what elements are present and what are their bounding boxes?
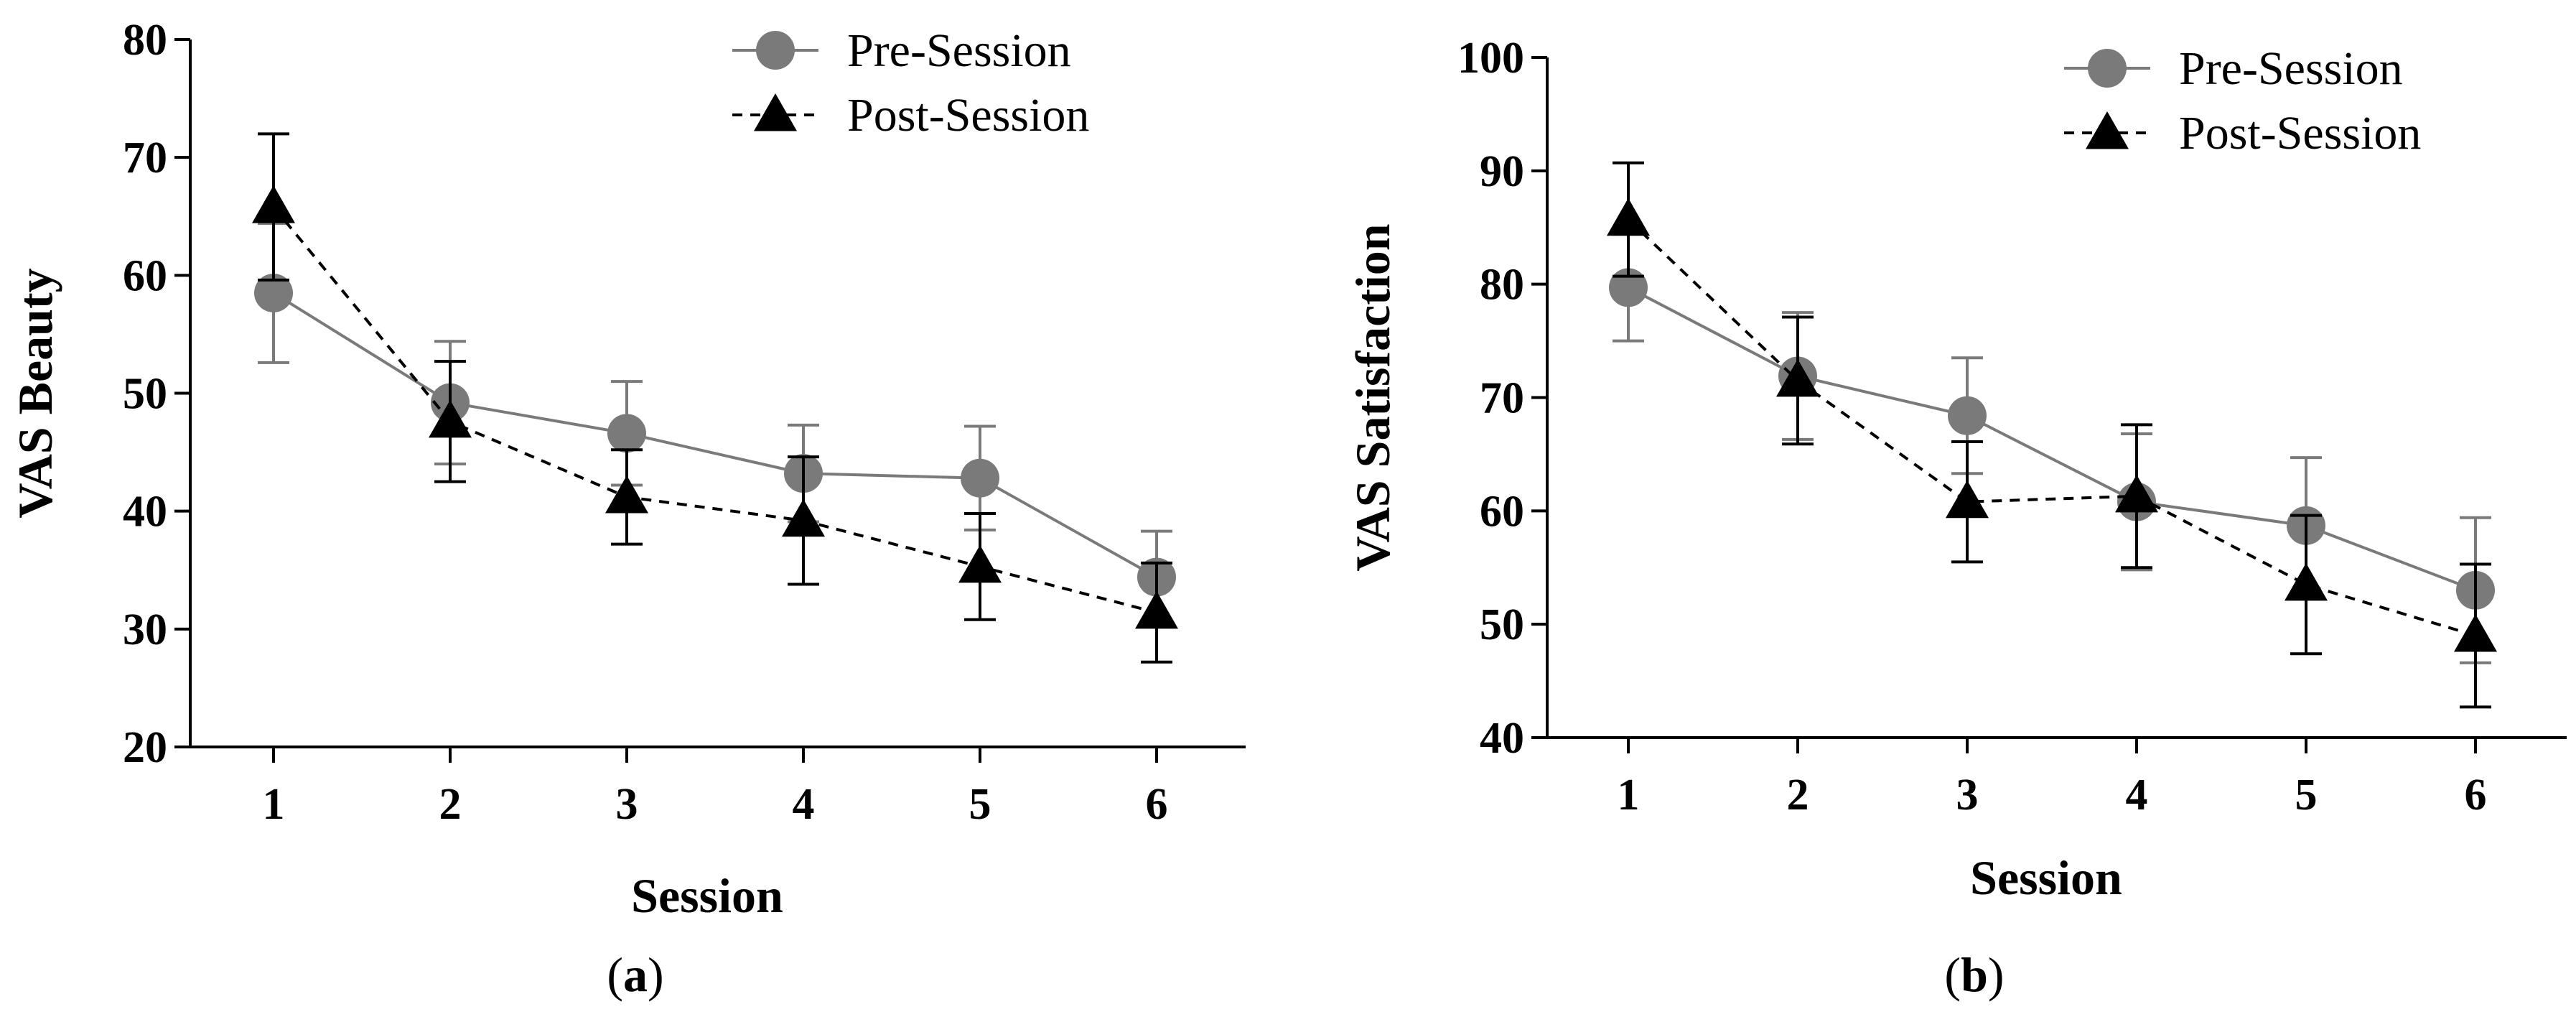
panel-label-letter: a	[623, 947, 648, 1002]
x-tick-label: 6	[2465, 771, 2487, 819]
legend-label-pre-session: Pre-Session	[847, 24, 1071, 77]
x-tick-label: 2	[1787, 771, 1809, 819]
y-axis-title: VAS Satisfaction	[1345, 223, 1400, 571]
data-point-triangle	[782, 498, 825, 537]
data-point-triangle	[2115, 474, 2158, 513]
data-point-circle	[607, 414, 646, 453]
x-tick-label: 6	[1146, 780, 1168, 829]
series-line	[272, 292, 1157, 579]
data-point-triangle	[2285, 562, 2328, 601]
y-tick-label: 70	[1480, 374, 1524, 423]
y-tick-label: 40	[123, 488, 167, 537]
legend-marker-post-session	[2086, 111, 2129, 149]
data-point-triangle	[605, 475, 648, 514]
y-tick-label: 40	[1480, 714, 1524, 763]
data-point-circle	[961, 458, 999, 498]
y-tick-label: 20	[123, 723, 167, 772]
data-point-triangle	[2454, 613, 2497, 652]
x-tick-label: 5	[2295, 771, 2318, 819]
panel-label-letter: b	[1961, 947, 1988, 1002]
legend-marker-post-session	[754, 93, 797, 131]
y-tick-label: 30	[123, 605, 167, 654]
series-line	[1628, 286, 2476, 592]
series-line	[272, 205, 1157, 614]
series-post-session	[252, 132, 1178, 664]
data-point-triangle	[429, 399, 472, 438]
x-tick-label: 4	[2126, 771, 2148, 819]
y-axis-title: VAS Beauty	[8, 268, 62, 518]
x-tick-label: 1	[1618, 771, 1640, 819]
y-tick-label: 50	[123, 370, 167, 419]
y-tick-label: 70	[123, 134, 167, 182]
panel-label: (a)	[607, 947, 663, 1002]
data-point-circle	[254, 273, 293, 312]
legend-label-pre-session: Pre-Session	[2179, 42, 2403, 95]
panel-label-open: (	[1944, 947, 1961, 1002]
panel-a-chart: 20 30 40 50 60 70 80 1 2 3 4 5 6 Session VAS Beauty Pre…	[8, 16, 1246, 1002]
legend-marker-pre-session	[756, 31, 795, 70]
y-tick-label: 90	[1480, 147, 1524, 196]
y-tick-label: 50	[1480, 600, 1524, 649]
panel-label-close: )	[1988, 947, 2005, 1002]
x-tick-label: 1	[263, 780, 285, 829]
series-pre-session	[254, 222, 1176, 625]
data-point-triangle	[1607, 198, 1650, 236]
data-point-triangle	[1776, 358, 1819, 397]
legend-label-post-session: Post-Session	[847, 89, 1089, 141]
y-tick-label: 60	[1480, 487, 1524, 536]
x-tick-label: 4	[793, 780, 815, 829]
x-tick-label: 3	[1956, 771, 1979, 819]
data-point-triangle	[958, 544, 1002, 583]
panel-label-open: (	[607, 947, 623, 1002]
data-point-triangle	[252, 185, 295, 223]
y-tick-label: 100	[1457, 34, 1524, 83]
x-axis-title: Session	[631, 868, 783, 923]
data-point-circle	[1609, 268, 1648, 307]
y-tick-label: 80	[123, 16, 167, 65]
series-line	[1627, 218, 2476, 637]
data-point-triangle	[1135, 590, 1178, 629]
series-post-session	[1607, 161, 2497, 709]
x-tick-label: 5	[969, 780, 991, 829]
panel-label: (b)	[1944, 947, 2004, 1002]
panel-b-chart: 40 50 60 70 80 90 100 1 2 3 4 5 6 Session VAS Satisfac…	[1345, 34, 2567, 1002]
series-pre-session	[1609, 233, 2495, 664]
y-tick-label: 60	[123, 251, 167, 300]
legend: Pre-Session Post-Session	[732, 24, 1089, 141]
data-point-triangle	[1946, 480, 1989, 519]
legend: Pre-Session Post-Session	[2064, 42, 2421, 159]
y-tick-label: 80	[1480, 261, 1524, 310]
panel-label-close: )	[648, 947, 664, 1002]
legend-marker-pre-session	[2088, 49, 2127, 88]
data-point-circle	[1948, 396, 1987, 435]
x-axis-title: Session	[1970, 850, 2122, 905]
x-tick-label: 2	[439, 780, 462, 829]
x-tick-label: 3	[616, 780, 638, 829]
legend-label-post-session: Post-Session	[2179, 107, 2421, 159]
